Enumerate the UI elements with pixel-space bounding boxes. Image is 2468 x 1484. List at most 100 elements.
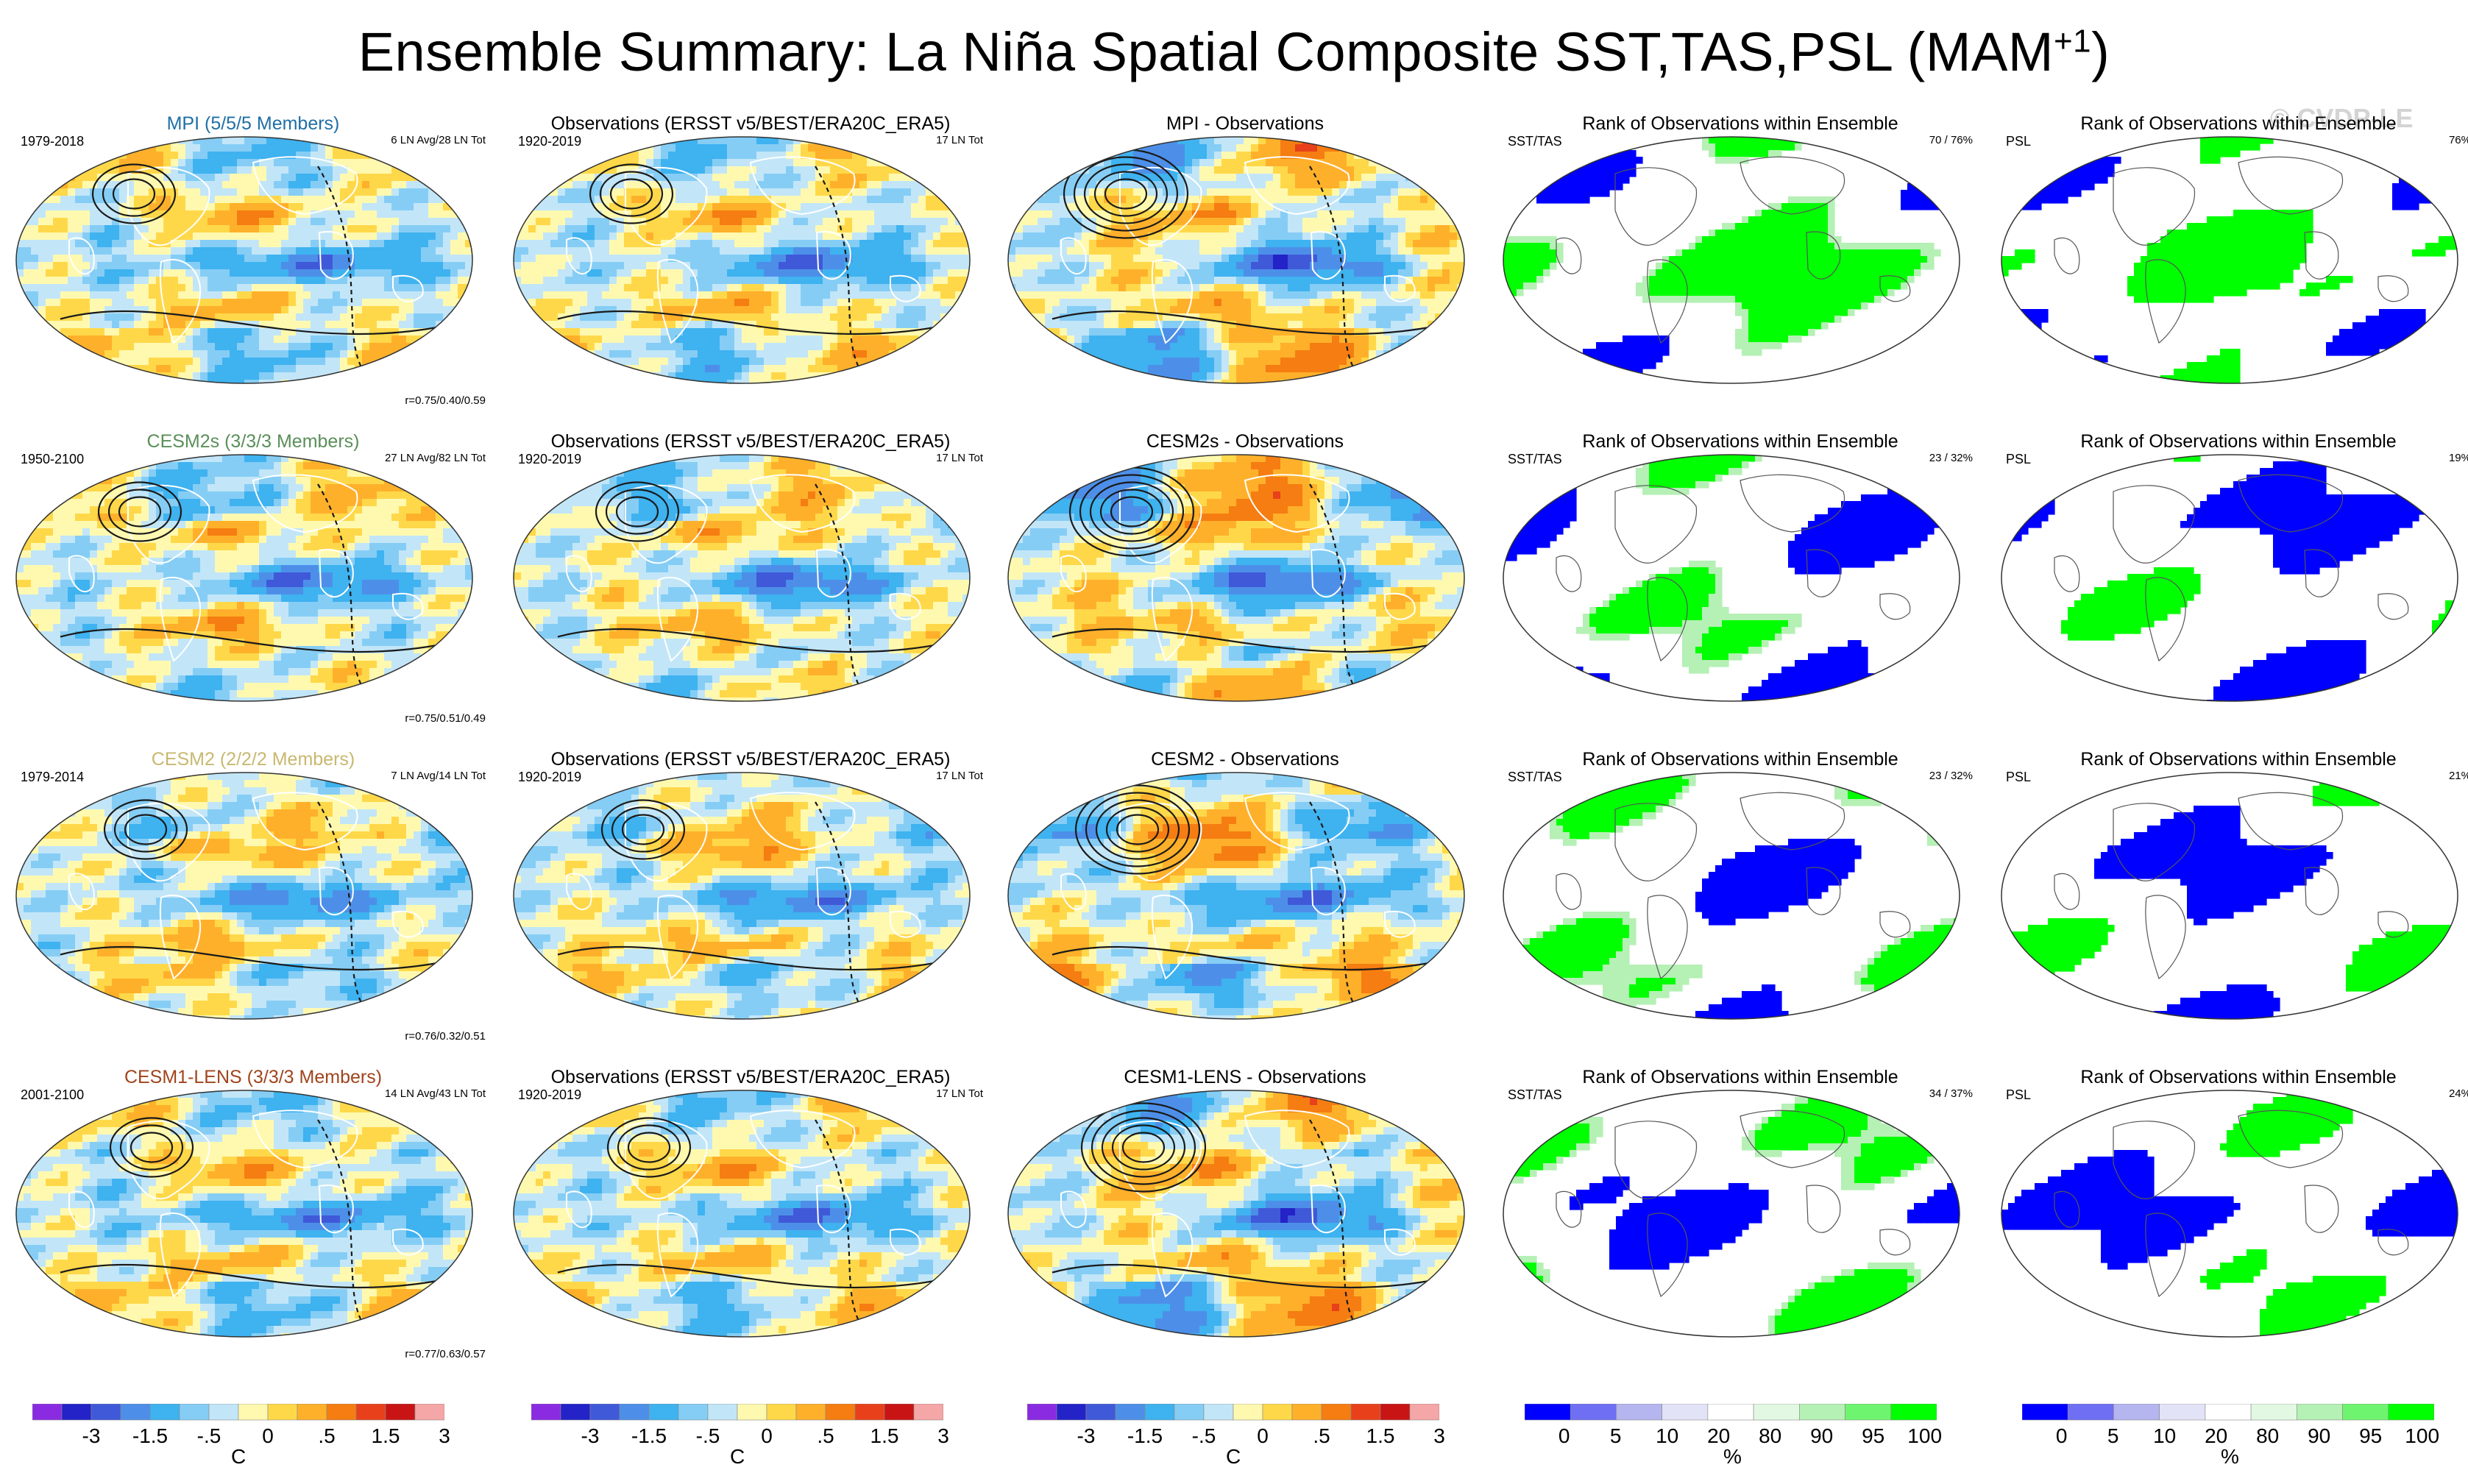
colorbar-swatch: [1115, 1404, 1146, 1421]
colorbar-tick-label: -1.5: [1127, 1424, 1163, 1448]
panel-top-left-label: PSL: [2006, 452, 2031, 467]
colorbar-tick-label: .5: [318, 1424, 335, 1448]
psl-contours: [557, 1117, 941, 1323]
map-border: [15, 772, 473, 1020]
panel-title: Observations (ERSST v5/BEST/ERA20C_ERA5): [508, 113, 993, 135]
map-border: [15, 1090, 473, 1338]
colorbar-swatch: [913, 1404, 943, 1421]
panel-title: MPI - Observations: [1002, 113, 1488, 135]
panel-title: Rank of Observations within Ensemble: [1497, 749, 1983, 770]
colorbar-swatch: [1570, 1404, 1617, 1421]
coastlines: [1556, 1110, 1911, 1297]
colorbar-tick-label: 1.5: [870, 1424, 899, 1448]
colorbar-tick-label: 80: [1759, 1424, 1781, 1448]
map-plot: [2001, 136, 2458, 384]
colorbar-swatch: [884, 1404, 915, 1421]
colorbar-tick-label: 1.5: [1366, 1424, 1395, 1448]
colorbar-swatch: [32, 1404, 63, 1421]
map-field: [1503, 455, 1960, 701]
panel-top-right-label: 17 LN Tot: [936, 134, 983, 146]
map-plot: [1007, 772, 1465, 1020]
map-border: [2001, 772, 2458, 1020]
rank-psl-panel: Rank of Observations within Ensemble PSL 1…: [1996, 411, 2468, 730]
panel-title: Rank of Observations within Ensemble: [1497, 1067, 1983, 1088]
panel-title: CESM1-LENS - Observations: [1002, 1067, 1488, 1088]
map-field: [1503, 773, 1960, 1019]
psl-contours: [60, 799, 444, 1005]
coastlines: [1060, 792, 1416, 980]
panel-top-left-label: PSL: [2006, 134, 2031, 149]
colorbar-unit: C: [231, 1445, 246, 1469]
colorbar-tick-label: 3: [1433, 1424, 1445, 1448]
colorbar-tick-label: -1.5: [132, 1424, 168, 1448]
colorbar-swatch: [1753, 1404, 1800, 1421]
panel-top-right-label: 7 LN Avg/14 LN Tot: [391, 770, 486, 782]
colorbar-swatch: [1233, 1404, 1263, 1421]
map-plot: [1503, 1090, 1960, 1338]
colorbar-tick-label: -3: [82, 1424, 101, 1448]
panel-top-left-label: SST/TAS: [1508, 134, 1562, 149]
panel-title: CESM2 - Observations: [1002, 749, 1488, 770]
map-border: [513, 772, 971, 1020]
map-plot: [15, 454, 473, 702]
colorbar-tick-label: 95: [2359, 1424, 2382, 1448]
panel-correlation: r=0.75/0.51/0.49: [405, 712, 486, 725]
colorbar-swatch: [1890, 1404, 1937, 1421]
colorbar-swatch: [2159, 1404, 2206, 1421]
panel-top-left-label: SST/TAS: [1508, 770, 1562, 785]
obs-panel: Observations (ERSST v5/BEST/ERA20C_ERA5)…: [508, 1046, 993, 1366]
psl-contours: [1052, 466, 1436, 687]
panel-title: Rank of Observations within Ensemble: [1497, 431, 1983, 452]
figure-title: Ensemble Summary: La Niña Spatial Compos…: [0, 21, 2468, 83]
map-border: [1503, 772, 1960, 1020]
map-border: [2001, 136, 2458, 384]
panel-correlation: r=0.76/0.32/0.51: [405, 1030, 486, 1043]
colorbar-swatch: [1321, 1404, 1352, 1421]
model-panel: CESM2s (3/3/3 Members) 1950-2100 27 LN Avg…: [10, 411, 496, 730]
panel-top-left-label: 1920-2019: [518, 452, 581, 467]
psl-contours: [557, 481, 941, 687]
colorbar-swatch: [61, 1404, 92, 1421]
colorbar-tick-label: 100: [1907, 1424, 1942, 1448]
colorbar-swatch: [1350, 1404, 1381, 1421]
map-field: [2001, 455, 2458, 701]
colorbar-swatch: [678, 1404, 709, 1421]
psl-contours: [60, 163, 444, 369]
map-field: [16, 137, 472, 383]
map-border: [513, 136, 971, 384]
rank-psl-panel: Rank of Observations within Ensemble PSL 2…: [1996, 728, 2468, 1048]
map-border: [1007, 454, 1465, 702]
psl-contours: [60, 1117, 444, 1323]
colorbar-swatch: [1085, 1404, 1116, 1421]
colorbar-swatch: [1799, 1404, 1845, 1421]
colorbar-tick-label: 0: [2056, 1424, 2068, 1448]
colorbar-swatch: [795, 1404, 826, 1421]
colorbar-unit: %: [1723, 1445, 1742, 1469]
coastlines: [2054, 474, 2409, 661]
colorbar-swatch: [766, 1404, 797, 1421]
map-field: [1503, 1090, 1960, 1337]
diff-panel: CESM1-LENS - Observations: [1002, 1046, 1488, 1366]
map-field: [514, 1090, 970, 1337]
coastlines: [566, 156, 921, 344]
panel-top-left-label: 1920-2019: [518, 770, 581, 785]
map-border: [15, 136, 473, 384]
panel-title: Rank of Observations within Ensemble: [1996, 749, 2468, 770]
rank-sst-panel: Rank of Observations within Ensemble SST/…: [1497, 93, 1983, 412]
colorbar-swatch: [1203, 1404, 1234, 1421]
coastlines: [566, 792, 921, 980]
colorbar-swatches: [32, 1404, 444, 1421]
colorbar-tick-label: -.5: [696, 1424, 720, 1448]
map-plot: [513, 772, 971, 1020]
colorbar-tick-label: 5: [1610, 1424, 1622, 1448]
colorbar-swatch: [2067, 1404, 2114, 1421]
diff-panel: CESM2s - Observations: [1002, 411, 1488, 730]
map-field: [16, 455, 472, 701]
map-field: [16, 1090, 472, 1337]
coastlines: [68, 792, 424, 980]
colorbar-tick-label: 0: [1559, 1424, 1570, 1448]
panel-title: Rank of Observations within Ensemble: [1996, 431, 2468, 452]
map-border: [2001, 454, 2458, 702]
colorbar-tick-label: 1.5: [372, 1424, 400, 1448]
colorbar-swatch: [414, 1404, 444, 1421]
